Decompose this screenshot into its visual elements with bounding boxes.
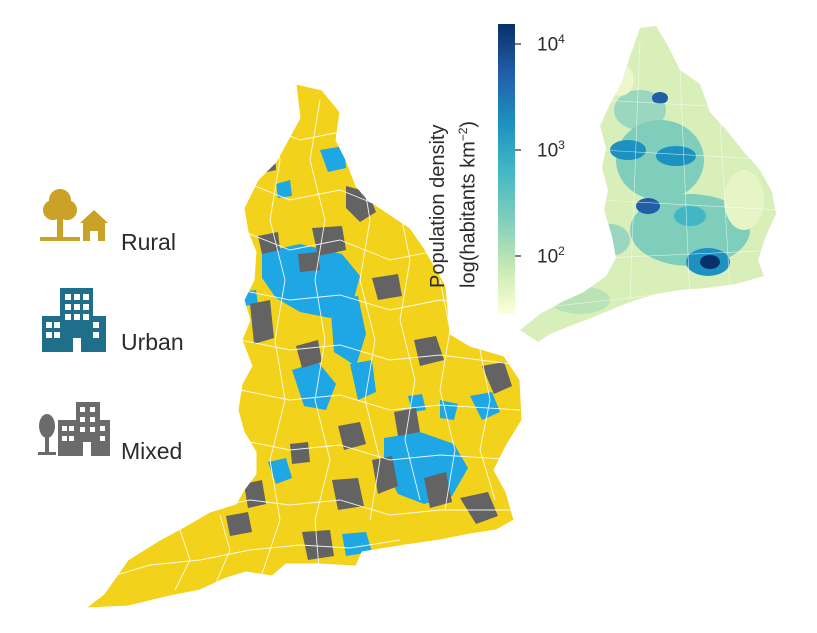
colorbar-tick-label-10-4: 104 (537, 32, 565, 56)
tree-building-icon (38, 402, 110, 456)
colorbar-tick-label-10-2: 102 (537, 244, 565, 268)
colorbar-title-line2: log(habitants km−2) (456, 120, 480, 288)
colorbar (498, 24, 521, 314)
apartment-building-icon (42, 288, 106, 352)
inset-england-map (520, 26, 776, 342)
legend-icons (38, 189, 110, 456)
legend-label-urban: Urban (121, 329, 184, 355)
tree-house-icon (40, 189, 108, 241)
colorbar-tick-label-10-3: 103 (537, 138, 565, 162)
colorbar-title-line1: Population density (427, 124, 449, 288)
colorbar-gradient (498, 24, 515, 314)
legend-label-rural: Rural (121, 229, 176, 255)
legend-label-mixed: Mixed (121, 438, 183, 464)
